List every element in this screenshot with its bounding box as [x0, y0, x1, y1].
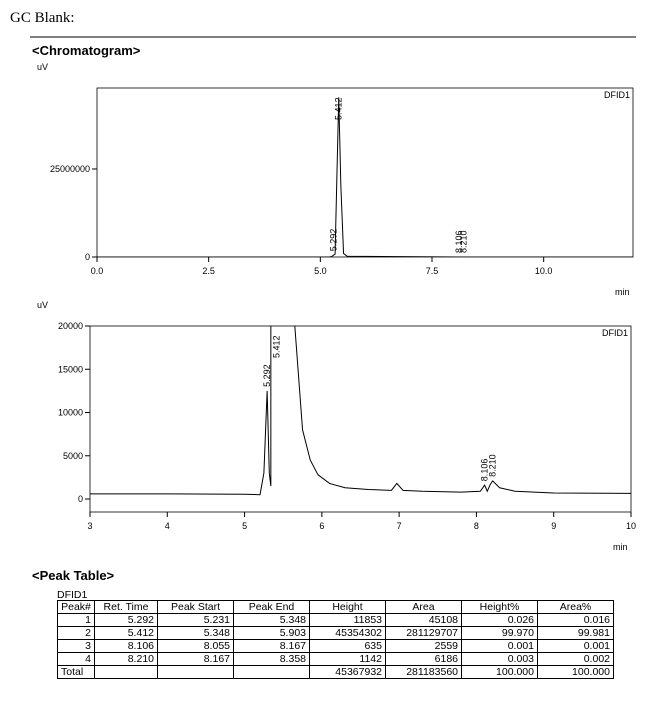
y-tick-label: 5000	[63, 451, 83, 461]
table-cell: 0.002	[537, 652, 614, 666]
table-cell	[233, 665, 310, 679]
table-cell: 6186	[385, 652, 462, 666]
table-cell: 11853	[309, 613, 386, 627]
table-cell: 8.167	[157, 652, 234, 666]
y-tick-label: 15000	[58, 364, 83, 374]
y-tick-label: 20000	[58, 321, 83, 331]
y-tick-label: 0	[85, 252, 90, 262]
y-tick-label: 0	[78, 494, 83, 504]
trace	[90, 326, 631, 496]
table-cell: 5.903	[233, 626, 310, 640]
x-tick-label: 9	[551, 521, 556, 531]
table-row: 4 8.210 8.167 8.358 1142 6186 0.003 0.002	[57, 652, 614, 666]
table-row: 1 5.292 5.231 5.348 11853 45108 0.026 0.016	[57, 613, 614, 627]
column-header: Peak Start	[157, 600, 234, 614]
x-tick-label: 4	[165, 521, 170, 531]
peak-table: Peak# Ret. Time Peak Start Peak End Height Ar…	[57, 600, 614, 679]
x-tick-label: 7.5	[426, 266, 439, 276]
x-axis-label: min	[615, 287, 630, 297]
section-title: <Chromatogram>	[32, 43, 141, 58]
table-cell: 2559	[385, 639, 462, 653]
peak-label: 5.412	[271, 335, 281, 358]
table-cell: 8.358	[233, 652, 310, 666]
table-cell: 100.000	[537, 665, 614, 679]
table-cell: 5.348	[233, 613, 310, 627]
table-cell: 8.106	[94, 639, 158, 653]
page-title: GC Blank:	[10, 10, 75, 26]
detector-label: DFID1	[604, 90, 630, 100]
x-tick-label: 6	[319, 521, 324, 531]
table-row: 3 8.106 8.055 8.167 635 2559 0.001 0.001	[57, 639, 614, 653]
table-cell: 0.003	[461, 652, 538, 666]
x-tick-label: 5	[242, 521, 247, 531]
table-cell: 5.231	[157, 613, 234, 627]
table-cell: 5.292	[94, 613, 158, 627]
column-header: Ret. Time	[94, 600, 158, 614]
table-cell	[94, 665, 158, 679]
y-axis-label: uV	[37, 300, 48, 310]
table-cell: 2	[57, 626, 95, 640]
plot-frame	[89, 325, 632, 513]
x-tick-label: 0.0	[91, 266, 104, 276]
table-cell: 0.016	[537, 613, 614, 627]
column-header: Area%	[537, 600, 614, 614]
peak-label: 8.210	[459, 230, 469, 253]
peak-label: 5.292	[328, 229, 338, 252]
y-tick-label: 10000	[58, 408, 83, 418]
x-tick-label: 5.0	[314, 266, 327, 276]
detector-label: DFID1	[602, 328, 628, 338]
table-title: <Peak Table>	[32, 568, 115, 583]
table-cell: 100.000	[461, 665, 538, 679]
table-cell	[157, 665, 234, 679]
table-cell: 8.167	[233, 639, 310, 653]
x-tick-label: 8	[474, 521, 479, 531]
header-row: Peak# Ret. Time Peak Start Peak End Height Ar…	[57, 600, 614, 614]
peak-label: 5.412	[334, 97, 344, 120]
table-cell: 1	[57, 613, 95, 627]
column-header: Area	[385, 600, 462, 614]
table-cell: 4	[57, 652, 95, 666]
table-cell: 45367932	[309, 665, 386, 679]
column-header: Peak#	[57, 600, 95, 614]
peak-label: 8.210	[488, 454, 498, 477]
table-cell: 8.055	[157, 639, 234, 653]
table-cell: Total	[57, 665, 95, 679]
column-header: Peak End	[233, 600, 310, 614]
table-cell: 8.210	[94, 652, 158, 666]
table-cell: 5.412	[94, 626, 158, 640]
table-cell: 1142	[309, 652, 386, 666]
table-cell: 99.970	[461, 626, 538, 640]
table-row: Total 45367932 281183560 100.000 100.000	[57, 665, 614, 679]
table-row: 2 5.412 5.348 5.903 45354302 281129707 99.970 9…	[57, 626, 614, 640]
table-cell: 45108	[385, 613, 462, 627]
plot-frame	[96, 87, 634, 258]
x-tick-label: 10.0	[535, 266, 553, 276]
peak-label: 8.106	[454, 230, 464, 253]
y-axis-label: uV	[37, 62, 48, 72]
peak-label: 8.106	[480, 459, 490, 482]
x-axis-label: min	[613, 542, 628, 552]
trace	[97, 97, 633, 257]
peak-label: 5.292	[262, 364, 272, 387]
table-cell: 0.001	[537, 639, 614, 653]
table-cell: 281129707	[385, 626, 462, 640]
table-cell: 0.026	[461, 613, 538, 627]
column-header: Height%	[461, 600, 538, 614]
table-cell: 5.348	[157, 626, 234, 640]
table-cell: 45354302	[309, 626, 386, 640]
x-tick-label: 10	[626, 521, 636, 531]
x-tick-label: 7	[397, 521, 402, 531]
column-header: Height	[309, 600, 386, 614]
table-cell: 99.981	[537, 626, 614, 640]
table-cell: 3	[57, 639, 95, 653]
x-tick-label: 3	[87, 521, 92, 531]
table-cell: 0.001	[461, 639, 538, 653]
table-detector: DFID1	[57, 589, 87, 601]
table-cell: 635	[309, 639, 386, 653]
table-cell: 281183560	[385, 665, 462, 679]
x-tick-label: 2.5	[202, 266, 215, 276]
y-tick-label: 25000000	[50, 164, 90, 174]
